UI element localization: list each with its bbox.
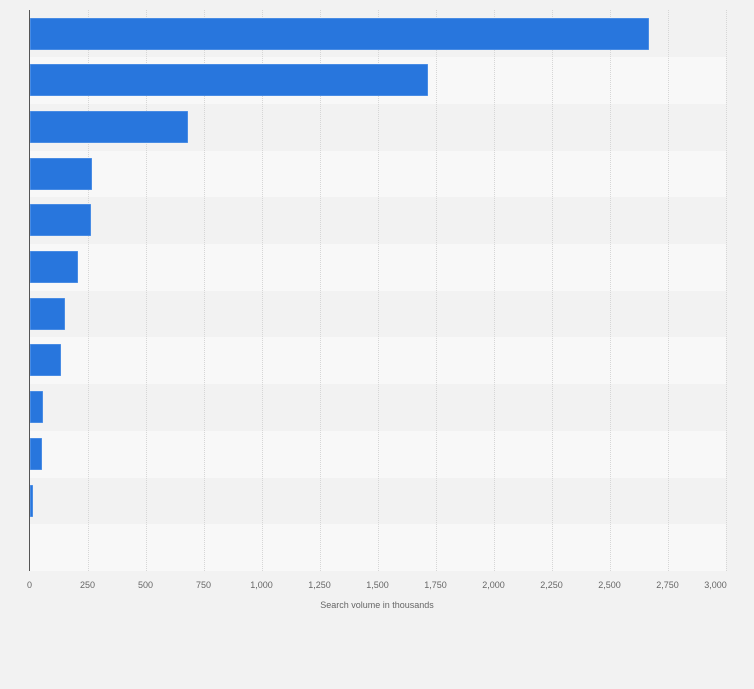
gridline (319, 10, 321, 571)
bar[interactable] (30, 204, 91, 237)
x-tick-label: 1,000 (250, 580, 273, 590)
x-tick-label: 2,750 (656, 580, 679, 590)
x-tick-label: 1,750 (424, 580, 447, 590)
gridline (551, 10, 553, 571)
bar[interactable] (30, 110, 188, 143)
gridline (493, 10, 495, 571)
x-tick-label: 1,500 (366, 580, 389, 590)
gridline (435, 10, 437, 571)
bar[interactable] (30, 157, 92, 190)
x-tick-label: 3,000 (704, 580, 727, 590)
gridline (87, 10, 89, 571)
gridline (203, 10, 205, 571)
bar[interactable] (30, 344, 61, 377)
gridline (145, 10, 147, 571)
bar[interactable] (30, 484, 33, 517)
bar[interactable] (30, 297, 65, 330)
x-tick-label: 750 (195, 580, 212, 590)
x-tick-label: 2,500 (598, 580, 621, 590)
x-tick-label: 250 (79, 580, 96, 590)
gridline (667, 10, 669, 571)
bar[interactable] (30, 391, 44, 424)
gridline (261, 10, 263, 571)
x-tick-label: 500 (137, 580, 154, 590)
bar[interactable] (30, 437, 42, 470)
bar[interactable] (30, 17, 650, 50)
x-axis-label: Search volume in thousands (320, 600, 434, 610)
gridline (609, 10, 611, 571)
gridline (377, 10, 379, 571)
bar[interactable] (30, 251, 78, 284)
bar[interactable] (30, 64, 429, 97)
gridline (725, 10, 727, 571)
y-axis-line (28, 10, 30, 571)
x-tick-label: 1,250 (308, 580, 331, 590)
x-tick-label: 0 (26, 580, 33, 590)
x-tick-label: 2,250 (540, 580, 563, 590)
x-tick-label: 2,000 (482, 580, 505, 590)
